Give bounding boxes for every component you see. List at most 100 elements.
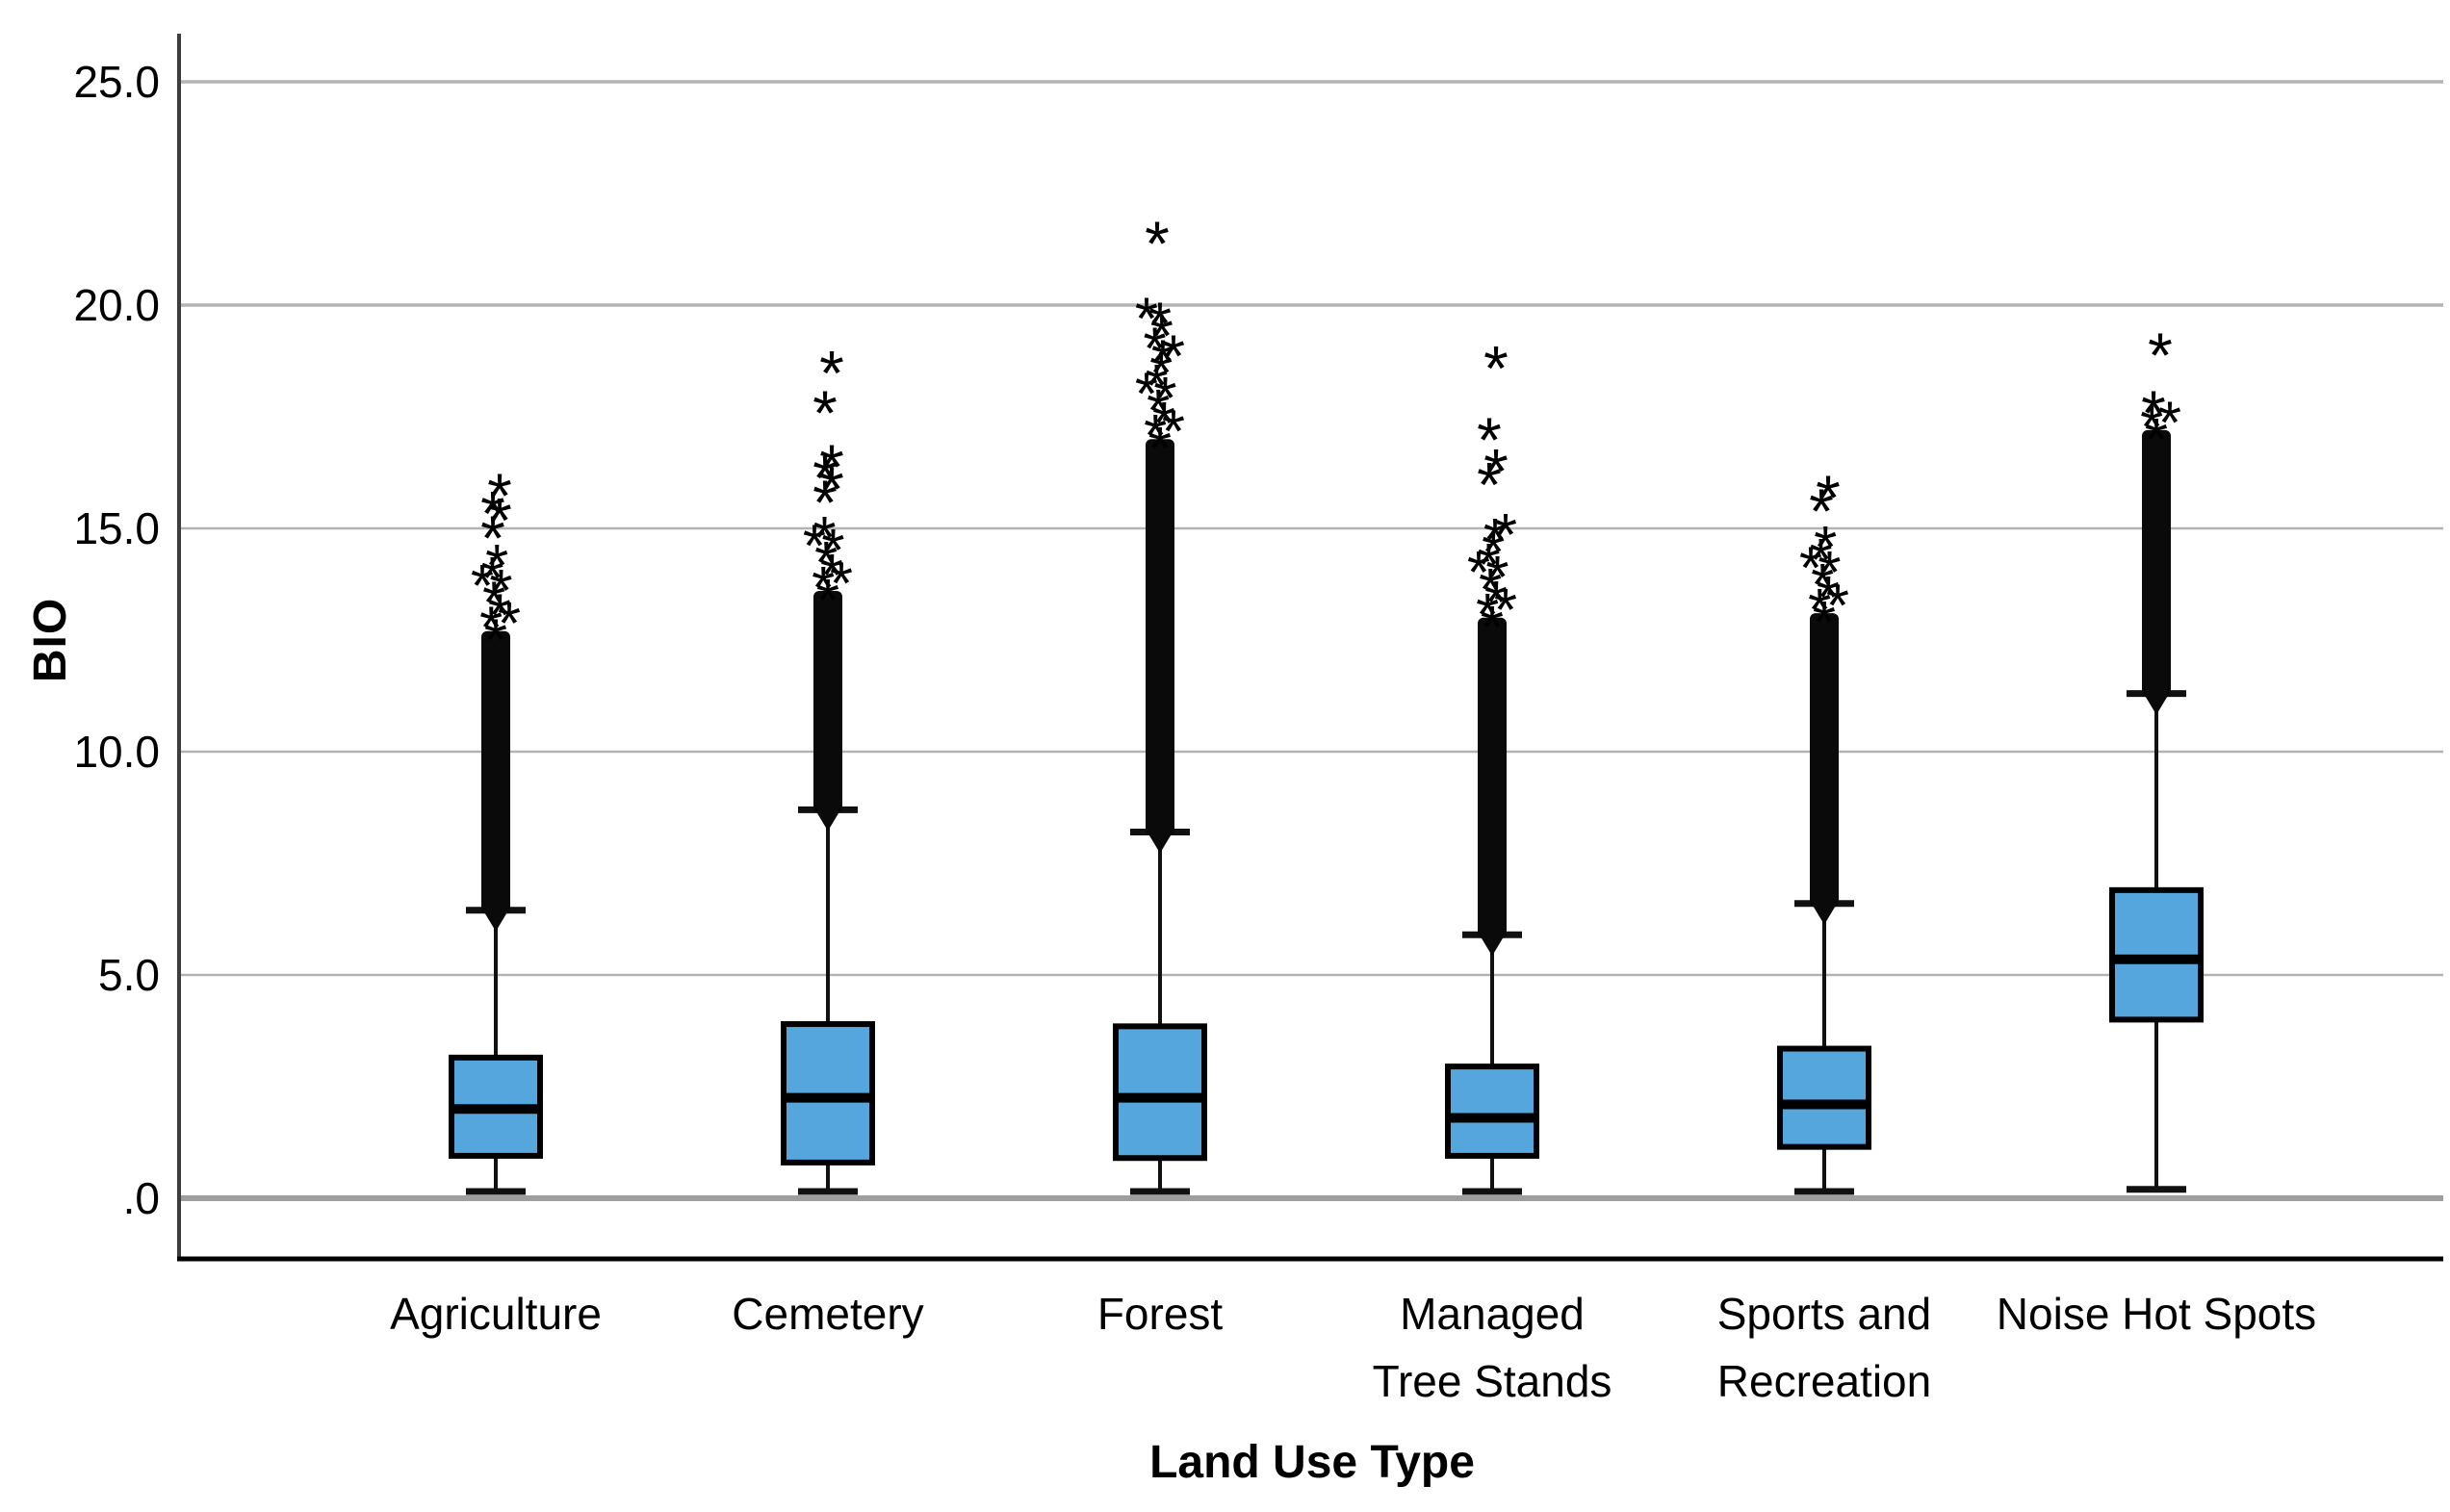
outlier-asterisk-sports-and-recreation: * [1826,574,1849,640]
extreme-outlier-asterisk-managed-tree-stands: * [1477,404,1502,475]
outlier-asterisk-sports-and-recreation: * [1811,552,1834,619]
extreme-outlier-asterisk-noise-hot-spots: * [2141,377,2166,448]
outlier-asterisk-forest: * [1153,366,1176,432]
outlier-asterisk-cemetery: * [814,530,838,597]
extreme-outlier-asterisk-managed-tree-stands: * [1483,435,1509,506]
extreme-outlier-asterisk-cemetery: * [812,377,838,448]
outlier-asterisk-noise-hot-spots: * [2158,390,2181,456]
outlier-asterisk-agriculture: * [471,553,494,620]
y-tick-label: .0 [123,1173,160,1223]
y-tick-label: 10.0 [73,727,160,777]
y-tick-label: 20.0 [73,280,160,330]
dense-outlier-column-tip-sports-and-recreation [1813,905,1836,925]
dense-outlier-column-noise-hot-spots [2142,429,2171,698]
outlier-asterisk-cemetery: * [812,505,836,572]
outlier-asterisk-managed-tree-stands: * [1477,532,1500,599]
outlier-asterisk-noise-hot-spots: * [2140,395,2163,461]
outlier-asterisk-managed-tree-stands: * [1485,545,1509,611]
extreme-outlier-asterisk-managed-tree-stands: * [1483,333,1509,404]
extreme-outlier-asterisk-cemetery: * [819,453,844,525]
outlier-asterisk-agriculture: * [489,558,512,625]
dense-outlier-column-tip-cemetery [816,811,839,832]
extreme-outlier-asterisk-cemetery: * [819,431,844,502]
outlier-asterisk-forest: * [1148,291,1172,357]
outlier-asterisk-sports-and-recreation: * [1808,577,1831,644]
outlier-asterisk-managed-tree-stands: * [1483,507,1507,574]
outlier-asterisk-agriculture: * [488,583,511,650]
outlier-asterisk-cemetery: * [812,555,835,622]
x-tick-label-agriculture: Agriculture [390,1289,602,1339]
extreme-outlier-asterisk-agriculture: * [487,460,512,531]
outlier-asterisk-agriculture: * [485,533,508,600]
extreme-outlier-asterisk-agriculture: * [487,484,512,555]
outlier-asterisk-forest: * [1147,378,1170,445]
outlier-asterisk-managed-tree-stands: * [1479,557,1502,624]
outlier-asterisk-forest: * [1149,341,1173,407]
outlier-asterisk-noise-hot-spots: * [2145,407,2168,474]
outlier-asterisk-forest: * [1145,353,1168,420]
outlier-asterisk-forest: * [1148,416,1172,482]
outlier-asterisk-cemetery: * [820,543,843,609]
box-forest [1113,1023,1207,1162]
y-tick-label: 5.0 [98,950,160,1000]
outlier-asterisk-sports-and-recreation: * [1799,536,1822,602]
outlier-asterisk-forest: * [1135,287,1158,353]
dense-outlier-column-tip-noise-hot-spots [2145,695,2168,715]
outlier-asterisk-forest: * [1135,362,1158,428]
outlier-asterisk-forest: * [1152,391,1175,457]
x-axis-title: Land Use Type [1149,1437,1475,1488]
outlier-asterisk-sports-and-recreation: * [1813,590,1836,656]
outlier-asterisk-forest: * [1144,403,1167,470]
extreme-outlier-asterisk-cemetery: * [812,442,838,513]
outlier-asterisk-managed-tree-stands: * [1482,520,1505,586]
extreme-outlier-asterisk-agriculture: * [480,477,505,549]
x-tick-label-sports-and-recreation: Sports and Recreation [1716,1289,1932,1406]
dense-outlier-column-tip-forest [1148,833,1172,854]
outlier-asterisk-cemetery: * [830,551,853,617]
outlier-asterisk-agriculture: * [482,571,505,637]
extreme-outlier-asterisk-forest: * [1145,208,1170,279]
x-tick-label-noise-hot-spots: Noise Hot Spots [1996,1289,2317,1339]
dense-outlier-column-tip-agriculture [484,911,507,932]
extreme-outlier-asterisk-sports-and-recreation: * [1816,462,1841,533]
extreme-outlier-asterisk-cemetery: * [812,467,838,538]
outlier-asterisk-forest: * [1162,399,1185,466]
outlier-asterisk-managed-tree-stands: * [1494,577,1517,644]
y-tick-label: 25.0 [73,57,160,107]
extreme-outlier-asterisk-managed-tree-stands: * [1477,448,1502,520]
outlier-asterisk-agriculture: * [484,608,507,675]
x-tick-label-forest: Forest [1096,1289,1224,1339]
x-tick-label-cemetery: Cemetery [732,1289,924,1339]
outlier-asterisk-forest: * [1162,324,1185,391]
outlier-asterisk-forest: * [1144,316,1167,382]
y-axis-title: BIO [25,597,76,683]
dense-outlier-column-cemetery [813,590,842,814]
outlier-asterisk-forest: * [1150,303,1173,370]
outlier-asterisk-managed-tree-stands: * [1476,582,1499,649]
extreme-outlier-asterisk-agriculture: * [480,502,505,574]
dense-outlier-column-tip-managed-tree-stands [1481,936,1504,957]
extreme-outlier-asterisk-cemetery: * [819,337,844,408]
outlier-asterisk-managed-tree-stands: * [1484,570,1508,636]
extreme-outlier-asterisk-sports-and-recreation: * [1809,475,1834,547]
outlier-asterisk-cemetery: * [816,568,839,634]
dense-outlier-column-managed-tree-stands [1478,617,1507,939]
outlier-asterisk-agriculture: * [480,546,503,612]
outlier-asterisk-cemetery: * [803,513,826,579]
outlier-asterisk-agriculture: * [479,596,503,662]
outlier-asterisk-sports-and-recreation: * [1814,515,1837,581]
dense-outlier-column-forest [1146,439,1174,836]
outlier-asterisk-sports-and-recreation: * [1818,540,1841,606]
box-managed-tree-stands [1445,1064,1539,1159]
outlier-asterisk-managed-tree-stands: * [1494,502,1517,569]
outlier-asterisk-managed-tree-stands: * [1481,595,1504,661]
x-tick-label-managed-tree-stands: Managed Tree Stands [1372,1289,1612,1406]
outlier-asterisk-agriculture: * [498,591,521,657]
outlier-asterisk-managed-tree-stands: * [1467,540,1490,606]
dense-outlier-column-sports-and-recreation [1810,613,1839,908]
outlier-asterisk-forest: * [1151,328,1174,395]
y-tick-label: 15.0 [73,503,160,553]
extreme-outlier-asterisk-noise-hot-spots: * [2148,320,2173,391]
